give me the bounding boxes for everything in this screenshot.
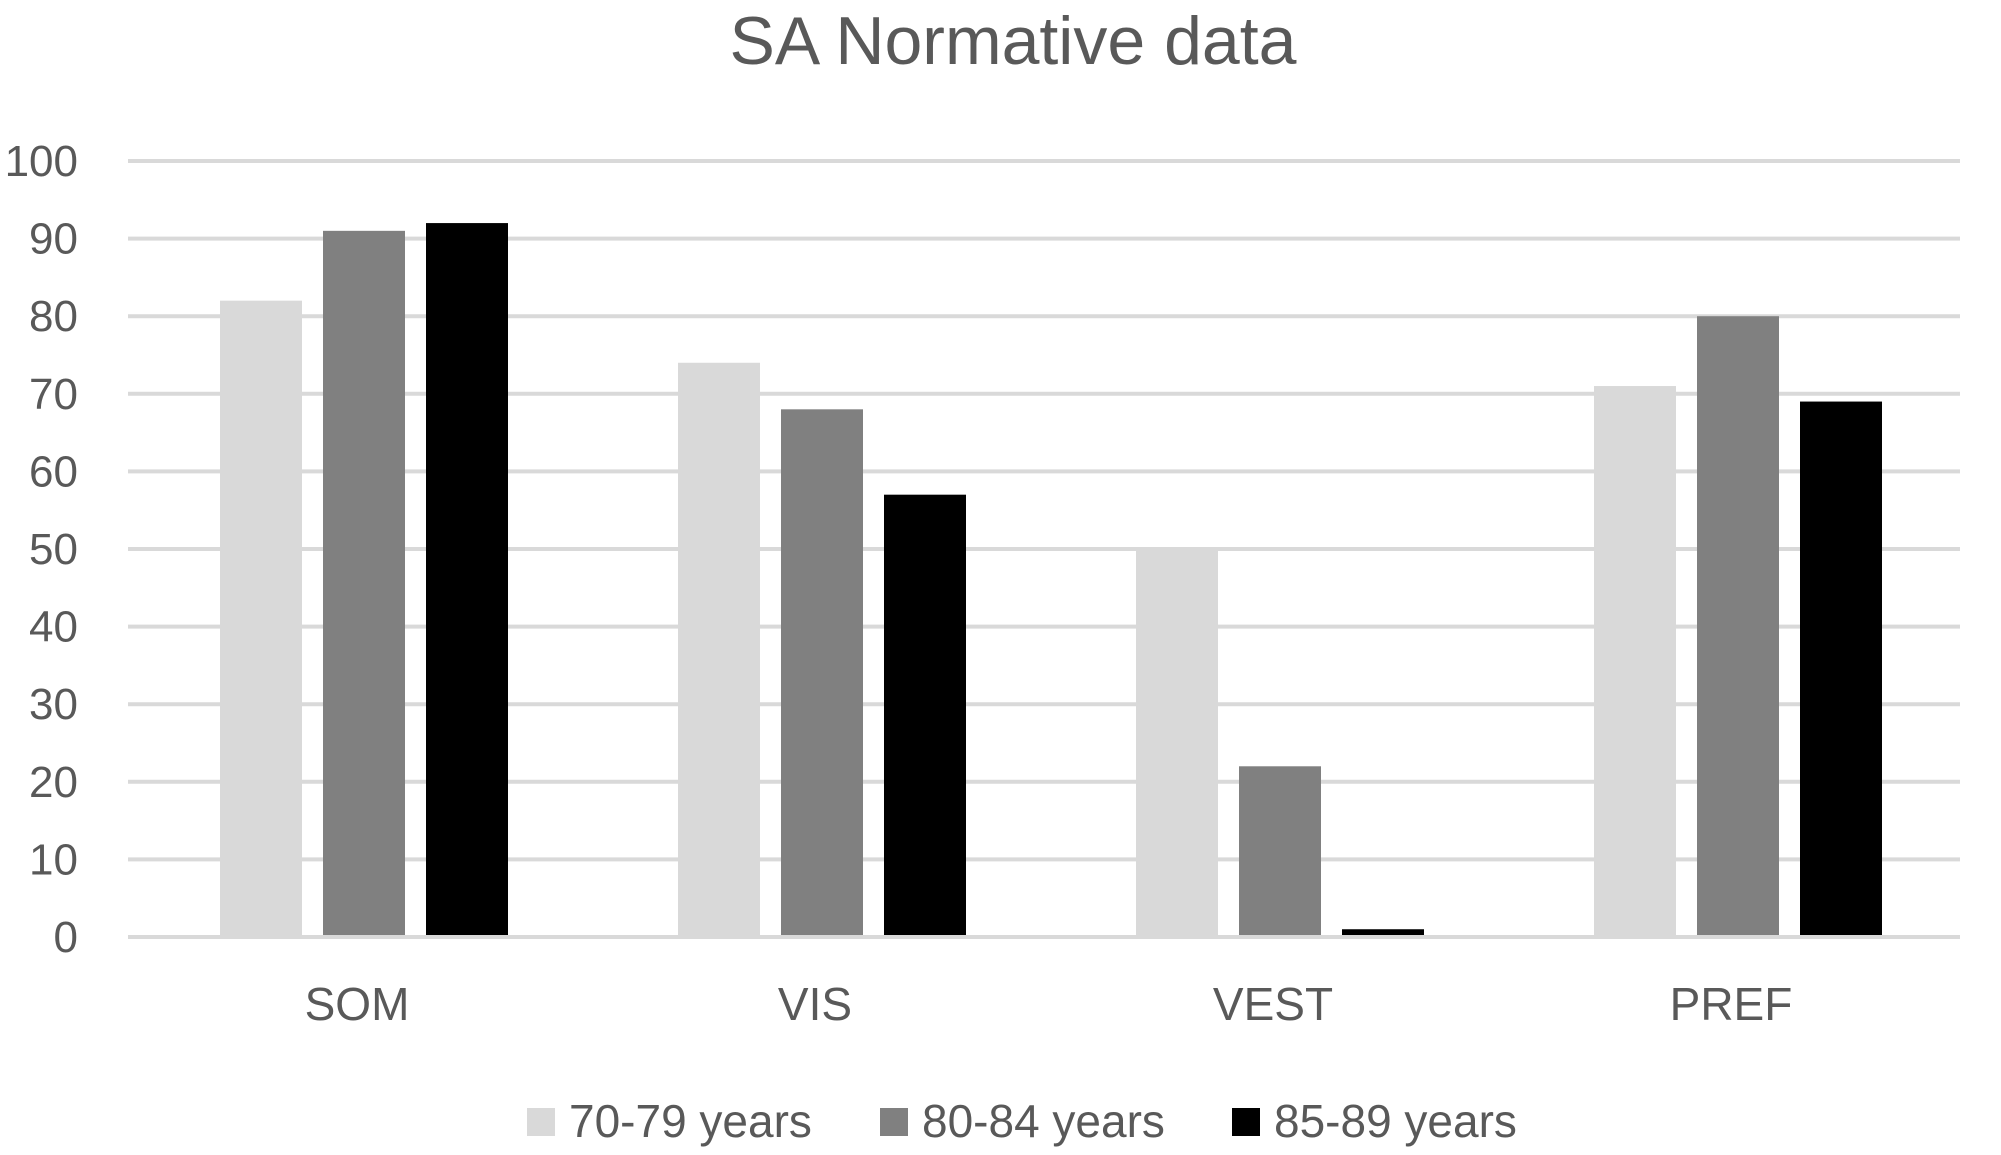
x-category-label-vis: VIS bbox=[778, 978, 852, 1030]
x-category-label-pref: PREF bbox=[1670, 978, 1793, 1030]
bar-pref-80-84-years bbox=[1697, 316, 1779, 937]
legend-swatch-80-84-years bbox=[880, 1108, 908, 1136]
y-axis-tick-labels: 0 10 20 30 40 50 60 70 80 90 100 bbox=[5, 137, 78, 962]
legend-label-80-84-years: 80-84 years bbox=[922, 1095, 1165, 1147]
legend-label-85-89-years: 85-89 years bbox=[1274, 1095, 1517, 1147]
bar-som-80-84-years bbox=[323, 230, 405, 938]
y-tick-label-10: 10 bbox=[29, 835, 78, 884]
y-tick-label-70: 70 bbox=[29, 370, 78, 419]
bar-som-70-79-years bbox=[220, 300, 302, 937]
x-category-label-vest: VEST bbox=[1213, 978, 1333, 1030]
y-tick-label-60: 60 bbox=[29, 447, 78, 496]
y-tick-label-90: 90 bbox=[29, 215, 78, 264]
bar-pref-85-89-years bbox=[1800, 401, 1882, 937]
bar-vis-85-89-years bbox=[884, 494, 966, 937]
y-tick-label-80: 80 bbox=[29, 292, 78, 341]
bar-vest-80-84-years bbox=[1239, 766, 1321, 937]
bar-vis-70-79-years bbox=[678, 362, 760, 937]
bar-vis-80-84-years bbox=[781, 409, 863, 937]
bar-pref-70-79-years bbox=[1594, 386, 1676, 937]
bar-som-85-89-years bbox=[426, 223, 508, 937]
x-axis-category-labels: SOM VIS VEST PREF bbox=[305, 978, 1793, 1030]
legend: 70-79 years 80-84 years 85-89 years bbox=[527, 1095, 1517, 1147]
legend-label-70-79-years: 70-79 years bbox=[569, 1095, 812, 1147]
y-tick-label-0: 0 bbox=[54, 913, 78, 962]
y-tick-label-50: 50 bbox=[29, 525, 78, 574]
bar-vest-70-79-years bbox=[1136, 549, 1218, 937]
bars bbox=[128, 223, 1960, 939]
legend-swatch-70-79-years bbox=[527, 1108, 555, 1136]
x-category-label-som: SOM bbox=[305, 978, 410, 1030]
y-tick-label-100: 100 bbox=[5, 137, 78, 186]
bar-vest-85-89-years bbox=[1342, 929, 1424, 937]
chart-title: SA Normative data bbox=[730, 3, 1297, 79]
y-tick-label-20: 20 bbox=[29, 758, 78, 807]
y-tick-label-30: 30 bbox=[29, 680, 78, 729]
y-tick-label-40: 40 bbox=[29, 603, 78, 652]
legend-swatch-85-89-years bbox=[1232, 1108, 1260, 1136]
